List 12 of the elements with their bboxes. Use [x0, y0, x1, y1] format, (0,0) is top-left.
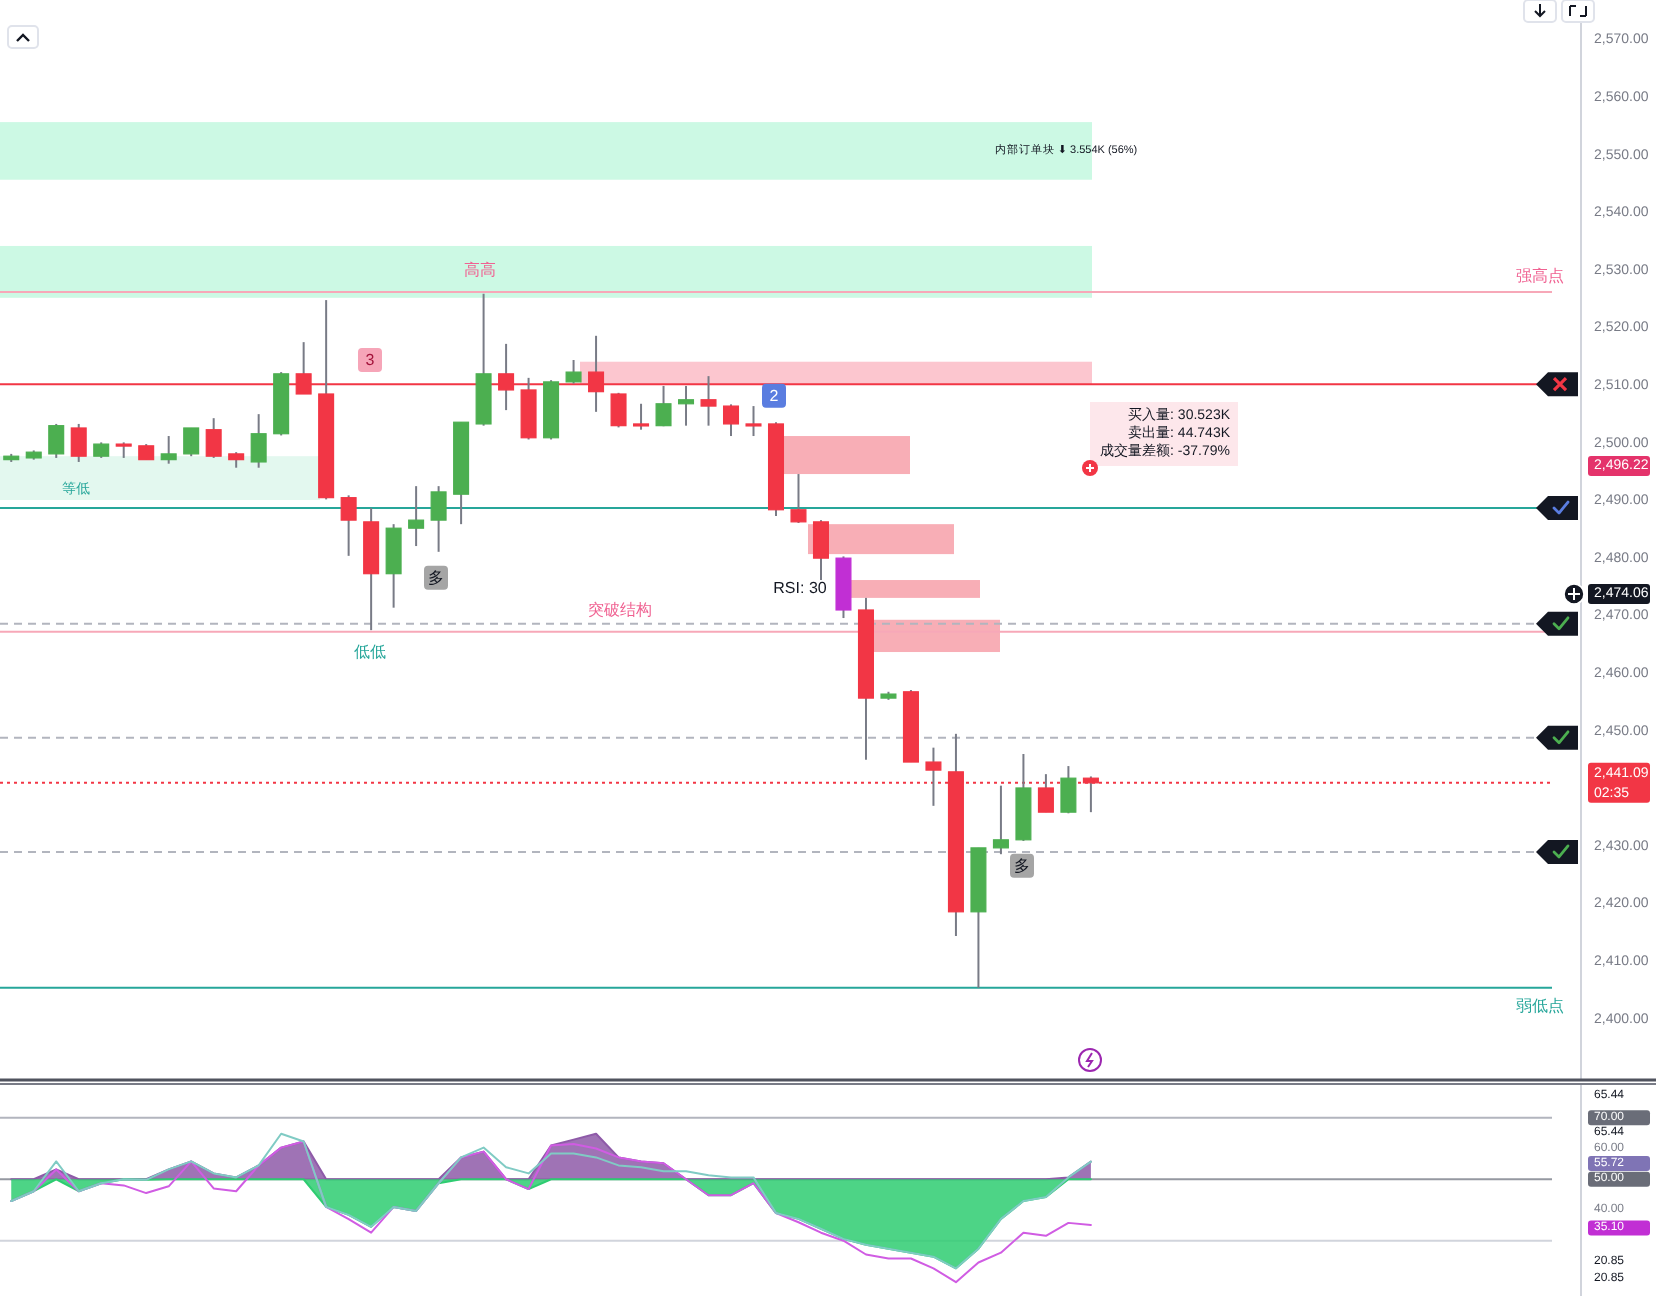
ref-line-label: 强高点 [1516, 267, 1564, 286]
annotation-badge: 2 [762, 383, 786, 408]
annotation-badge: 多 [424, 565, 448, 590]
ref-line-label: 弱低点 [1516, 996, 1564, 1015]
annotation-badge: 3 [358, 348, 382, 372]
ref-line-label: 突破结构 [588, 600, 652, 619]
annotation: RSI: 30 [773, 579, 827, 597]
annotation: 低低 [354, 643, 386, 662]
annotation: 3 [365, 351, 376, 369]
annotation: 2 [769, 386, 780, 405]
annotation: 高高 [464, 261, 496, 280]
annotation-badge: 多 [1010, 853, 1034, 878]
